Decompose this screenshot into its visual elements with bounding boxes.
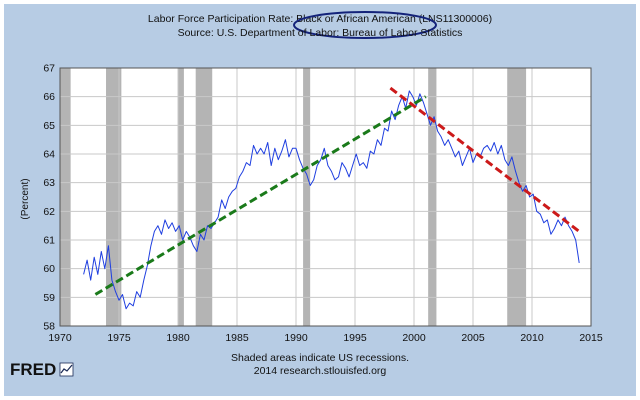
fred-logo[interactable]: FRED — [10, 360, 74, 379]
recession-band-1 — [60, 68, 71, 326]
trend-line-1 — [94, 95, 427, 296]
plot-area — [60, 68, 591, 326]
series-layer — [83, 90, 580, 310]
series-line-1 — [83, 90, 580, 310]
x-tick-label: 1990 — [284, 332, 308, 344]
fred-logo-text: FRED — [10, 360, 56, 379]
recession-band-7 — [507, 68, 527, 326]
y-tick-label: 66 — [43, 91, 55, 103]
y-tick-label: 63 — [43, 177, 55, 189]
plot-border — [59, 67, 592, 327]
chart-frame: 58 59 60 61 62 63 64 65 66 67 1970 1975 1980 1985 199… — [4, 4, 636, 396]
chart-svg: 58 59 60 61 62 63 64 65 66 67 1970 1975 1980 1985 199… — [4, 4, 636, 396]
recession-band-6 — [428, 68, 437, 326]
x-tick-label: 2005 — [461, 332, 485, 344]
recession-band-4 — [195, 68, 213, 326]
recession-bands — [60, 68, 527, 326]
fred-logo-icon — [59, 362, 74, 377]
chart-title: Labor Force Participation Rate: Black or… — [148, 13, 492, 25]
x-tick-label: 1985 — [225, 332, 249, 344]
y-tick-label: 65 — [43, 120, 55, 132]
y-axis-label: (Percent) — [20, 178, 31, 219]
x-tick-label: 1970 — [48, 332, 72, 344]
recession-band-5 — [303, 68, 311, 326]
y-tick-label: 59 — [43, 292, 55, 304]
x-tick-label: 2000 — [402, 332, 426, 344]
y-tick-label: 58 — [43, 321, 55, 333]
x-tick-label: 1980 — [166, 332, 190, 344]
y-tick-label: 60 — [43, 263, 55, 275]
y-tick-label: 62 — [43, 206, 55, 218]
chart-subtitle: Source: U.S. Department of Labor: Bureau… — [178, 27, 463, 39]
x-tick-label: 1975 — [107, 332, 131, 344]
x-tick-label: 2015 — [579, 332, 603, 344]
x-tick-labels: 1970 1975 1980 1985 1990 1995 2000 2005 2010 2015 — [48, 332, 603, 344]
recession-note: Shaded areas indicate US recessions. — [231, 352, 409, 364]
source-credit: 2014 research.stlouisfed.org — [254, 365, 387, 377]
fred-logo-icon-line — [60, 364, 73, 374]
highlight-ellipse — [293, 11, 437, 39]
trend-line-2 — [389, 86, 581, 233]
recession-band-3 — [178, 68, 184, 326]
trend-lines — [94, 86, 581, 296]
y-tick-label: 67 — [43, 63, 55, 75]
y-tick-label: 64 — [43, 149, 55, 161]
x-tick-label: 2010 — [520, 332, 544, 344]
y-tick-label: 61 — [43, 235, 55, 247]
x-tick-label: 1995 — [343, 332, 367, 344]
y-tick-labels: 58 59 60 61 62 63 64 65 66 67 — [43, 63, 55, 333]
